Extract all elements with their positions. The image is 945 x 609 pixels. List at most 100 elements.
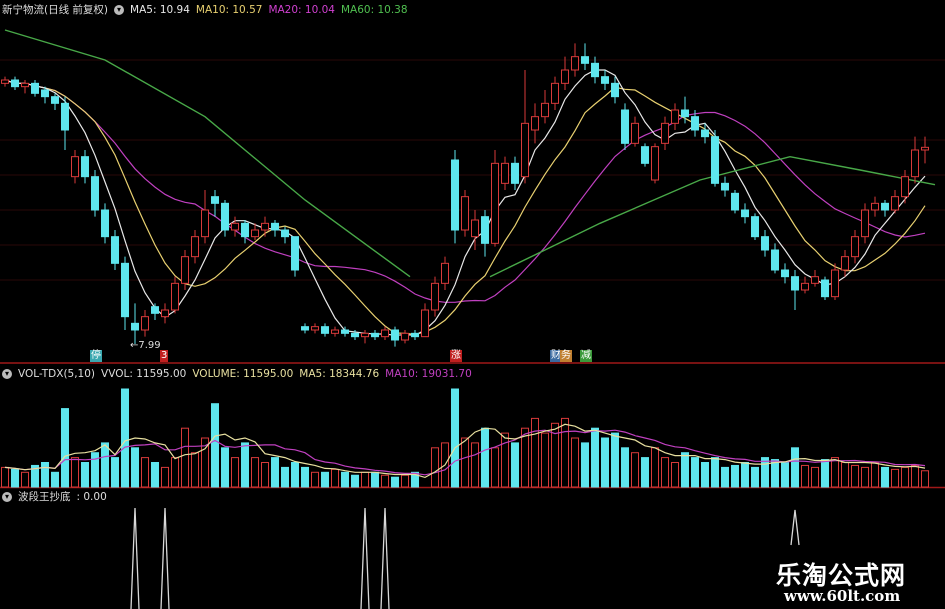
volume-bar: [591, 427, 599, 488]
volume-bar: [821, 459, 829, 488]
signal-spike: [160, 507, 170, 609]
volume-bar: [741, 462, 749, 488]
volume-bar: [111, 457, 119, 488]
volume-bar: [171, 457, 179, 488]
volume-bar: [41, 462, 49, 488]
candle-up: [251, 229, 259, 238]
volume-bar: [161, 466, 169, 488]
volume-bar: [891, 468, 899, 488]
ma60-value: MA60: 10.38: [340, 3, 408, 16]
settings-icon[interactable]: ▾: [114, 4, 125, 15]
candle-up: [141, 316, 149, 331]
event-marker[interactable]: 务: [560, 350, 572, 362]
volume-bar: [281, 466, 289, 488]
volume-bar: [631, 452, 639, 488]
volume-bar: [621, 447, 629, 488]
candle-down: [391, 329, 399, 341]
volume-bar: [231, 457, 239, 488]
volume-bar: [1, 466, 9, 488]
candle-down: [881, 202, 889, 211]
signal-spike: [380, 507, 390, 609]
settings-icon[interactable]: ▾: [2, 491, 12, 502]
volume-bar: [601, 437, 609, 488]
volume-bar: [471, 442, 479, 488]
volume-bar: [791, 447, 799, 488]
signal-spike: [360, 507, 370, 609]
volume-bar: [641, 457, 649, 488]
candle-up: [331, 329, 339, 334]
ma20-line: [4, 79, 926, 303]
event-marker[interactable]: 停: [90, 350, 102, 362]
candle-down: [711, 136, 719, 184]
price-header: 新宁物流(日线 前复权) ▾ MA5: 10.94 MA10: 10.57 MA…: [2, 2, 408, 17]
volume-bar: [611, 432, 619, 488]
candle-up: [851, 236, 859, 258]
candle-down: [281, 229, 289, 238]
volume-bar: [461, 437, 469, 488]
candle-down: [771, 249, 779, 271]
candle-down: [351, 332, 359, 338]
candle-down: [591, 62, 599, 78]
event-marker[interactable]: 财: [550, 350, 562, 362]
signal-spike: [790, 509, 800, 546]
candle-down: [411, 332, 419, 338]
indicator-value: : 0.00: [76, 490, 107, 503]
candle-down: [241, 222, 249, 238]
volume-bar: [651, 447, 659, 488]
candle-down: [61, 102, 69, 131]
candle-down: [781, 269, 789, 278]
volume-bar: [251, 457, 259, 488]
candle-down: [451, 159, 459, 231]
volume-bar: [401, 474, 409, 488]
volume-bar: [181, 427, 189, 488]
volume-bar: [301, 466, 309, 488]
candle-up: [631, 122, 639, 144]
volume-bar: [671, 462, 679, 488]
candle-down: [221, 202, 229, 231]
event-marker[interactable]: 减: [580, 350, 592, 362]
ma60-line: [4, 29, 411, 278]
volume-bar: [101, 442, 109, 488]
candle-down: [41, 89, 49, 98]
volume-bar: [361, 471, 369, 488]
candle-down: [641, 146, 649, 164]
volume-bar: [911, 464, 919, 488]
candle-up: [811, 276, 819, 284]
event-marker[interactable]: 3: [160, 350, 169, 362]
candle-up: [1, 79, 9, 84]
candle-down: [621, 109, 629, 144]
candle-up: [541, 102, 549, 118]
candle-down: [761, 236, 769, 251]
volume-bar: [261, 462, 269, 488]
candle-up: [561, 69, 569, 84]
volume-bar: [901, 466, 909, 488]
volume-bar: [851, 464, 859, 488]
candle-down: [791, 276, 799, 291]
indicator-name: 波段王抄底: [18, 491, 71, 503]
candle-up: [571, 56, 579, 71]
volume-bar: [121, 388, 129, 488]
candle-down: [511, 162, 519, 184]
volume-bar: [221, 447, 229, 488]
stock-title: 新宁物流(日线 前复权): [2, 4, 109, 16]
volume-bar: [551, 422, 559, 488]
candle-up: [551, 82, 559, 104]
volume-bar: [371, 471, 379, 488]
volume-bar: [731, 464, 739, 488]
event-marker[interactable]: 涨: [450, 350, 462, 362]
candle-down: [11, 79, 19, 88]
volume-bar: [331, 468, 339, 488]
volume-bar: [451, 388, 459, 488]
settings-icon[interactable]: ▾: [2, 369, 12, 379]
candle-down: [741, 209, 749, 218]
candle-down: [581, 56, 589, 64]
volume-bar: [761, 457, 769, 488]
candle-down: [301, 326, 309, 331]
volume-bar: [871, 462, 879, 488]
candle-down: [81, 156, 89, 178]
watermark-logo: 乐淘公式网: [776, 561, 907, 590]
volume-bar: [11, 468, 19, 488]
volume-bar: [51, 471, 59, 488]
